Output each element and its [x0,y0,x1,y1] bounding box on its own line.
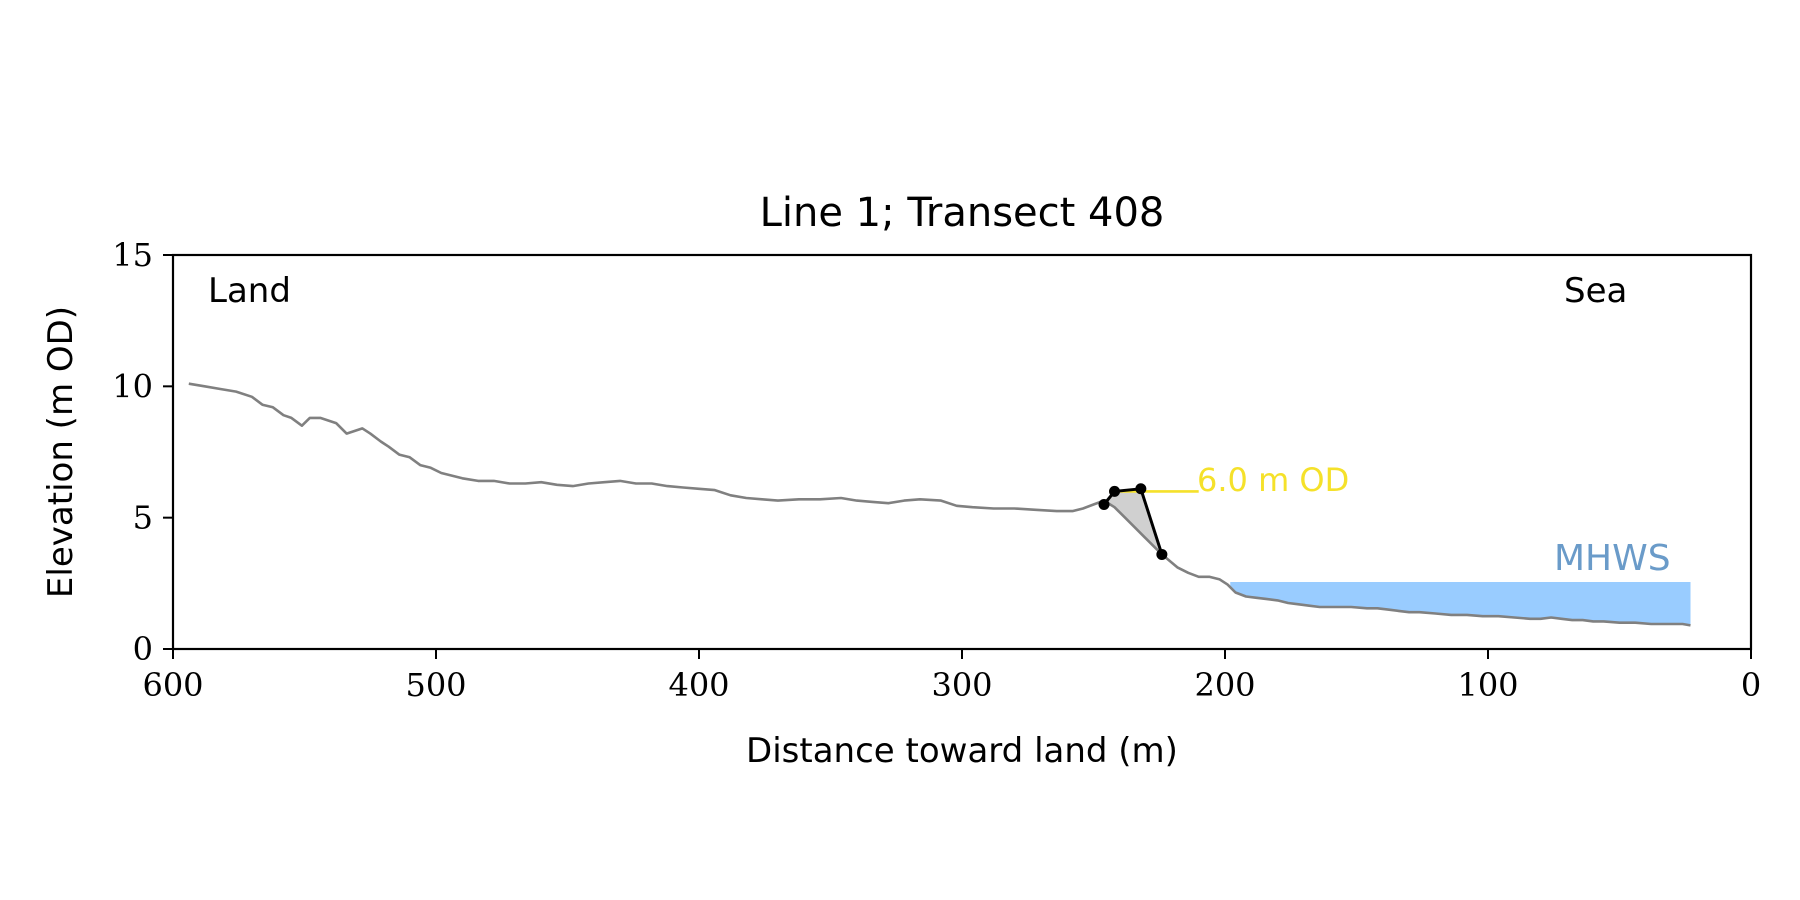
axis-ticks: 600 500 400 300 200 100 0 0 5 10 15 [112,236,1761,704]
x-tick-label: 100 [1457,666,1518,704]
y-tick-label: 0 [133,630,153,668]
x-tick-label: 600 [142,666,203,704]
feature-point-3 [1135,483,1147,495]
x-axis-label: Distance toward land (m) [746,731,1178,771]
x-tick-label: 0 [1741,666,1761,704]
feature-shaded-area [1104,488,1162,555]
chart-title: Line 1; Transect 408 [760,190,1165,236]
y-axis-label: Elevation (m OD) [41,306,81,598]
x-tick-label: 400 [668,666,729,704]
x-tick-label: 500 [405,666,466,704]
feature-point-1 [1098,499,1110,511]
feature-point-2 [1109,485,1121,497]
sea-annotation: Sea [1564,271,1627,311]
x-tick-label: 300 [931,666,992,704]
elevation-profile-line [188,382,1691,627]
feature-line [1102,487,1164,555]
y-tick-label: 10 [112,367,153,405]
mhws-label: MHWS [1554,538,1671,579]
x-tick-label: 200 [1194,666,1255,704]
feature-point-4 [1156,548,1168,560]
mhws-water-fill [1230,582,1691,626]
land-annotation: Land [208,271,291,311]
plot-area [188,382,1691,627]
y-tick-label: 15 [112,236,153,274]
y-tick-label: 5 [133,499,153,537]
od-line-label: 6.0 m OD [1197,461,1349,499]
